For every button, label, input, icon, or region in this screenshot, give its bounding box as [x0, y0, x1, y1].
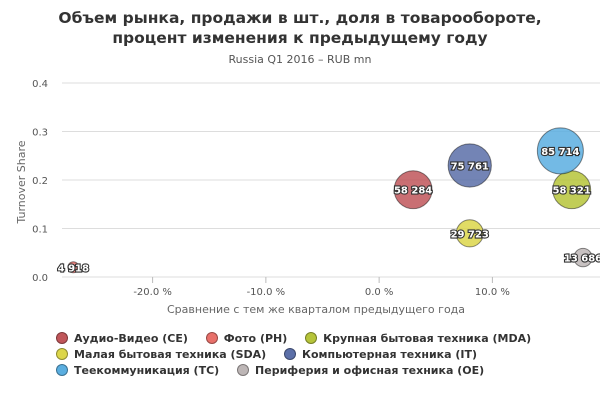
- legend-dot-icon: [205, 332, 218, 344]
- x-tick-label: -10.0 %: [247, 287, 286, 298]
- legend-label: Аудио-Видео (CE): [74, 332, 188, 345]
- y-tick-label: 0.4: [32, 79, 48, 90]
- legend-label: Фото (PH): [223, 332, 288, 345]
- bubble[interactable]: [67, 261, 80, 274]
- legend-label: Периферия и офисная техника (OE): [255, 364, 485, 377]
- bubble-labels: 58 284 4 918 58 321 29 723 75 761 85 714 13 68…: [57, 146, 600, 276]
- legend-item[interactable]: Аудио-Видео (CE): [56, 332, 188, 345]
- bubble-data-label: 58 321: [553, 186, 591, 197]
- bubble-data-label: 85 714: [541, 147, 579, 158]
- bubble-data-label: 4 918: [58, 263, 89, 274]
- bubble[interactable]: [573, 247, 593, 268]
- legend-item[interactable]: Фото (PH): [205, 332, 288, 345]
- legend-dot-icon: [284, 348, 296, 360]
- legend-item[interactable]: Малая бытовая техника (SDA): [56, 348, 266, 361]
- y-axis: 0.0 0.1 0.2 0.3 0.4: [32, 79, 48, 284]
- legend-dot-icon: [56, 348, 68, 360]
- x-tick-label: -20.0 %: [133, 287, 172, 298]
- legend-item[interactable]: Периферия и офисная техника (OE): [237, 364, 484, 377]
- bubble-data-label: 75 761: [451, 161, 489, 172]
- legend-label: Крупная бытовая техника (MDA): [323, 332, 532, 345]
- y-tick-label: 0.2: [32, 176, 48, 187]
- y-tick-label: 0.1: [32, 225, 48, 236]
- legend-label: Теекоммуникация (TC): [74, 364, 220, 377]
- bubble-data-label: 29 723: [451, 229, 489, 240]
- chart-title: Объем рынка, продажи в шт., доля в товар…: [0, 8, 600, 48]
- legend-row-3: Теекоммуникация (TC) Периферия и офисная…: [56, 364, 596, 380]
- legend-row-2: Малая бытовая техника (SDA) Компьютерная…: [56, 348, 596, 364]
- legend-label: Малая бытовая техника (SDA): [74, 348, 267, 361]
- legend-dot-icon: [56, 364, 68, 376]
- chart-subtitle: Russia Q1 2016 – RUB mn: [228, 53, 372, 66]
- x-tick-label: 0.0 %: [365, 287, 394, 298]
- legend-dot-icon: [237, 364, 250, 376]
- grid-lines: [62, 82, 600, 278]
- legend: Аудио-Видео (CE) Фото (PH) Крупная бытов…: [56, 332, 596, 380]
- legend-row-1: Аудио-Видео (CE) Фото (PH) Крупная бытов…: [56, 332, 596, 348]
- bubbles: [67, 127, 593, 274]
- legend-dot-icon: [305, 332, 318, 344]
- bubble[interactable]: [455, 219, 484, 248]
- legend-dot-icon: [56, 332, 68, 344]
- chart-title-line-2: процент изменения к предыдущему году: [112, 29, 488, 47]
- x-tick-label: 10.0 %: [475, 287, 510, 298]
- x-axis-title: Сравнение с тем же кварталом предыдущего…: [167, 303, 465, 316]
- legend-item[interactable]: Крупная бытовая техника (MDA): [305, 332, 531, 345]
- bubble-data-label: 58 284: [394, 186, 432, 197]
- y-tick-label: 0.0: [32, 273, 48, 284]
- x-axis: -20.0 % -10.0 % 0.0 % 10.0 %: [133, 277, 510, 298]
- legend-item[interactable]: Компьютерная техника (IT): [284, 348, 477, 361]
- legend-item[interactable]: Теекоммуникация (TC): [56, 364, 219, 377]
- bubble[interactable]: [393, 170, 433, 210]
- y-tick-label: 0.3: [32, 128, 48, 139]
- legend-label: Компьютерная техника (IT): [302, 348, 478, 361]
- bubble-data-label: 13 686: [564, 254, 600, 265]
- y-axis-title: Turnover Share: [15, 140, 28, 224]
- chart-title-line-1: Объем рынка, продажи в шт., доля в товар…: [58, 9, 542, 27]
- bubble[interactable]: [447, 143, 492, 188]
- bubble[interactable]: [536, 127, 584, 175]
